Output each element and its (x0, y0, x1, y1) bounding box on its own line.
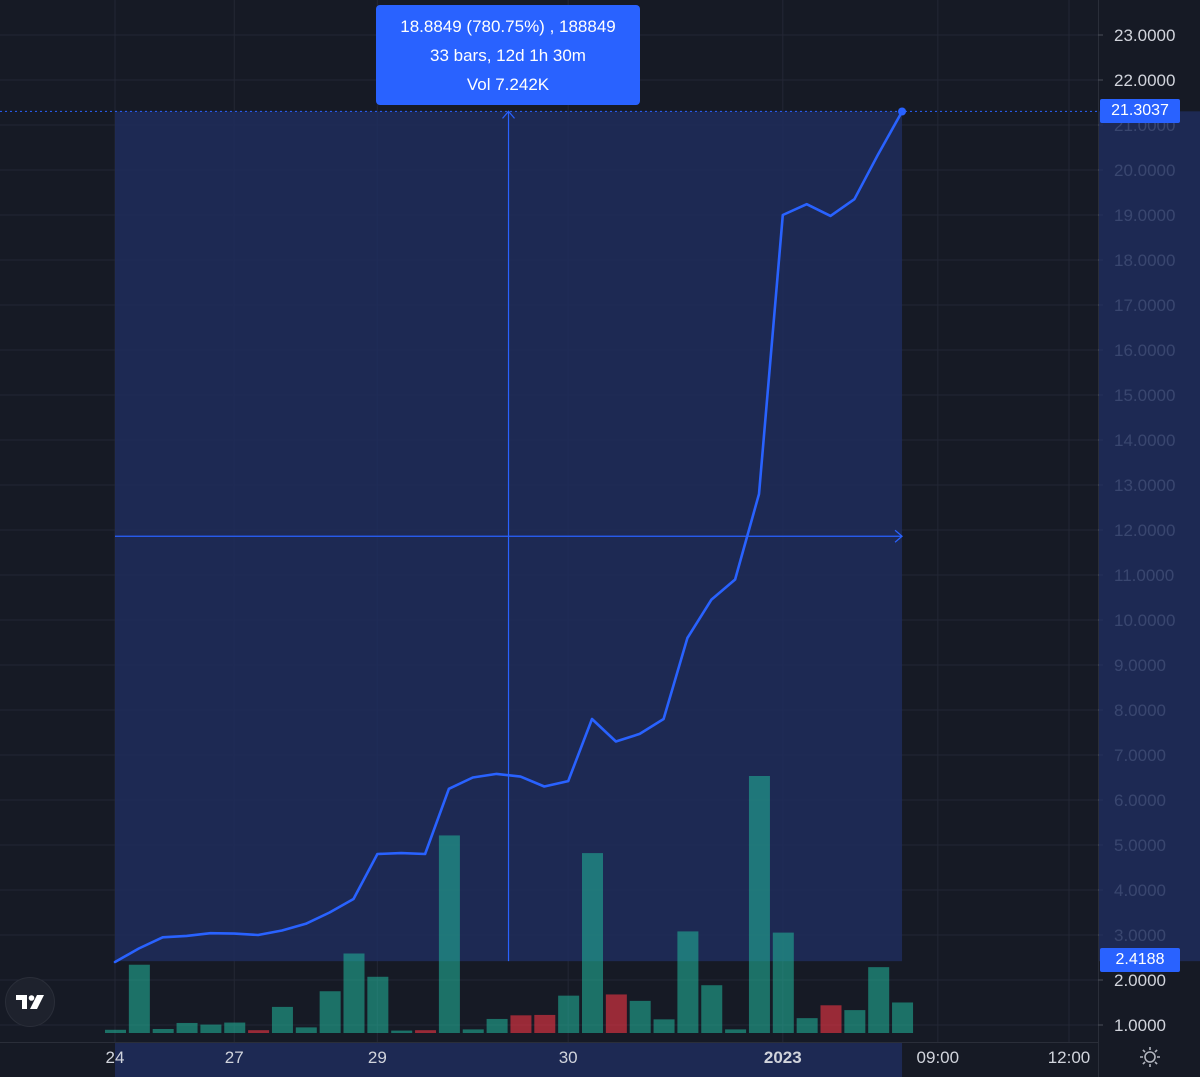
volume-bar (176, 1022, 198, 1033)
volume-bar (462, 1029, 484, 1033)
time-tick-label: 30 (559, 1048, 578, 1067)
volume-bar (438, 835, 460, 1033)
price-series-line (113, 110, 904, 964)
tradingview-logo-icon[interactable] (5, 977, 55, 1027)
price-tick-label: 22.0000 (1114, 71, 1175, 90)
volume-bar (391, 1030, 413, 1033)
volume-bar (892, 1002, 914, 1033)
volume-bar (248, 1030, 270, 1033)
volume-bar (415, 1030, 437, 1033)
volume-bar (295, 1027, 317, 1033)
start-price-label: 2.4188 (1100, 948, 1180, 972)
volume-bar (796, 1018, 818, 1033)
time-axis-range-highlight (115, 1043, 903, 1077)
current-price-label: 21.3037 (1100, 99, 1180, 123)
time-tick-label: 12:00 (1048, 1048, 1091, 1067)
volume-bar (820, 1005, 842, 1033)
volume-bar (629, 1000, 651, 1033)
time-tick-label: 27 (225, 1048, 244, 1067)
time-tick-label: 2023 (764, 1048, 802, 1067)
price-tick-label: 1.0000 (1114, 1016, 1166, 1035)
price-axis-range-highlight (1099, 111, 1200, 962)
volume-bar (271, 1006, 293, 1033)
measure-volume-text: Vol 7.242K (466, 74, 550, 94)
volume-bar (748, 776, 770, 1033)
volume-bar (701, 985, 723, 1033)
volume-bar (510, 1015, 532, 1033)
series-end-point (898, 107, 907, 116)
measure-tooltip: 18.8849 (780.75%) , 188849 33 bars, 12d … (376, 5, 640, 105)
volume-bar (128, 964, 150, 1033)
measure-change-text: 18.8849 (780.75%) , 188849 (400, 16, 616, 36)
volume-bar (605, 994, 627, 1033)
volume-bar (725, 1029, 747, 1033)
measure-bars-text: 33 bars, 12d 1h 30m (430, 45, 586, 65)
time-tick-label: 29 (368, 1048, 387, 1067)
volume-bar (844, 1010, 866, 1033)
gear-icon[interactable] (1136, 1043, 1164, 1071)
volume-bar (343, 953, 365, 1033)
volume-bar (868, 967, 890, 1033)
volume-bar (200, 1024, 222, 1033)
volume-bar (105, 1029, 126, 1033)
volume-bar (367, 976, 389, 1033)
arrow-head-up-icon (502, 110, 515, 119)
volume-bar (677, 931, 699, 1033)
volume-bar (653, 1019, 675, 1033)
volume-bars (105, 776, 914, 1033)
volume-bar (319, 991, 341, 1033)
volume-bar (582, 853, 603, 1033)
time-tick-label: 24 (106, 1048, 125, 1067)
time-tick-label: 09:00 (917, 1048, 960, 1067)
volume-bar (224, 1022, 246, 1033)
volume-bar (534, 1014, 556, 1033)
volume-bar (486, 1018, 508, 1033)
price-tick-label: 2.0000 (1114, 971, 1166, 990)
volume-bar (152, 1028, 174, 1033)
volume-bar (772, 932, 794, 1033)
time-axis-ticks: 24 27 29 30 2023 09:00 12:00 (0, 1042, 1098, 1067)
arrow-head-right-icon (894, 529, 903, 543)
price-tick-label: 23.0000 (1114, 26, 1175, 45)
volume-bar (558, 995, 580, 1033)
